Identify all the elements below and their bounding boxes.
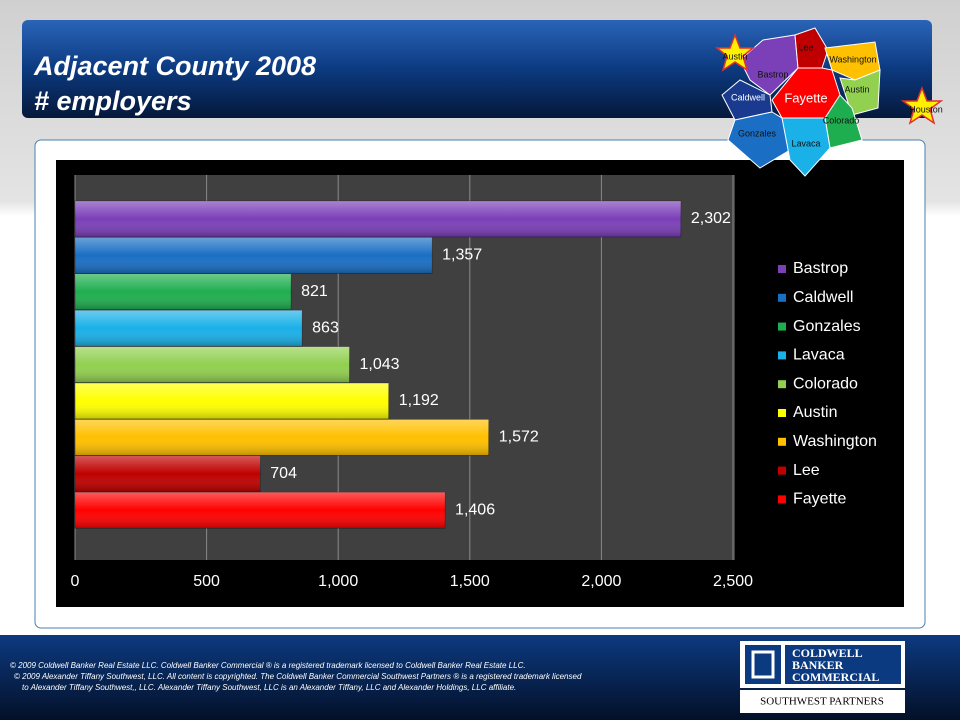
map-label: Lavaca: [791, 138, 820, 148]
map-label: Washington: [829, 54, 876, 64]
value-label: 1,572: [499, 429, 539, 446]
logo-sub-box: [740, 690, 905, 713]
legend-label: Fayette: [793, 491, 846, 508]
logo-mark: [751, 650, 775, 679]
legend-label: Lavaca: [793, 347, 845, 364]
x-tick-label: 2,500: [713, 573, 753, 590]
value-label: 704: [270, 465, 297, 482]
title-line: Adjacent County 2008: [33, 51, 316, 81]
title-line: # employers: [34, 86, 192, 116]
legend-swatch: [778, 409, 786, 417]
legend-swatch: [778, 466, 786, 475]
map-label: Austin: [722, 51, 747, 61]
legend-label: Gonzales: [793, 318, 861, 335]
x-tick-label: 0: [71, 573, 80, 590]
logo-text: COMMERCIAL: [792, 670, 879, 684]
x-tick-label: 1,000: [318, 573, 358, 590]
legend-label: Lee: [793, 462, 820, 479]
bar-shine: [75, 310, 303, 347]
logo-text: BANKER: [792, 658, 844, 672]
legend-swatch: [778, 293, 786, 302]
bar-shine: [75, 455, 261, 492]
x-tick-label: 2,000: [581, 573, 621, 590]
legend-swatch: [778, 322, 786, 331]
county-shape: [794, 27, 829, 69]
bar-shine: [75, 492, 446, 529]
map-label: Lee: [798, 42, 813, 52]
x-tick-label: 1,500: [450, 573, 490, 590]
legend-swatch: [778, 495, 786, 504]
map-label: Caldwell: [731, 92, 765, 102]
value-label: 2,302: [691, 210, 731, 227]
value-label: 1,406: [455, 501, 495, 518]
bar-shine: [75, 419, 489, 456]
logo-sub: SOUTHWEST PARTNERS: [760, 696, 884, 708]
x-tick-label: 500: [193, 573, 220, 590]
map-label: Fayette: [784, 90, 827, 105]
bar-shine: [75, 201, 681, 237]
footer-text: to Alexander Tiffany Southwest,, LLC. Al…: [22, 683, 516, 692]
star: [714, 32, 756, 72]
legend-swatch: [778, 351, 786, 360]
county-shape: [781, 117, 831, 177]
legend-label: Caldwell: [793, 289, 853, 306]
footer-text: © 2009 Alexander Tiffany Southwest, LLC.…: [14, 672, 582, 681]
bar-shine: [75, 346, 350, 383]
map-label: Bastrop: [757, 69, 788, 79]
title-bar: [22, 20, 932, 118]
county-map: Austin Lee Washington Bastrop Caldwell F…: [714, 27, 944, 177]
logo-text: COLDWELL: [792, 646, 863, 660]
value-label: 821: [301, 283, 328, 300]
bar-shine: [75, 383, 389, 419]
star: [900, 85, 944, 125]
legend-swatch: [778, 437, 786, 446]
legend-label: Washington: [793, 433, 877, 450]
footer-text: © 2009 Coldwell Banker Real Estate LLC. …: [10, 661, 526, 670]
value-label: 1,357: [442, 247, 482, 264]
legend-label: Austin: [793, 404, 837, 421]
logo-panel: [785, 645, 901, 684]
map-label: Austin: [844, 84, 869, 94]
plot: 0 500 1,000 1,500 2,000 2,500 2,302 1,357 821 863…: [71, 175, 877, 590]
bar-shine: [75, 273, 292, 310]
legend-label: Colorado: [793, 375, 858, 392]
value-label: 863: [312, 319, 339, 336]
map-label: Colorado: [823, 115, 860, 125]
map-label: Houston: [909, 104, 943, 114]
legend-swatch: [778, 265, 786, 273]
value-label: 1,043: [360, 356, 400, 373]
value-label: 1,192: [399, 392, 439, 409]
legend-label: Bastrop: [793, 260, 848, 277]
map-label: Gonzales: [738, 128, 777, 138]
legend-swatch: [778, 380, 786, 389]
bar-shine: [75, 237, 433, 274]
